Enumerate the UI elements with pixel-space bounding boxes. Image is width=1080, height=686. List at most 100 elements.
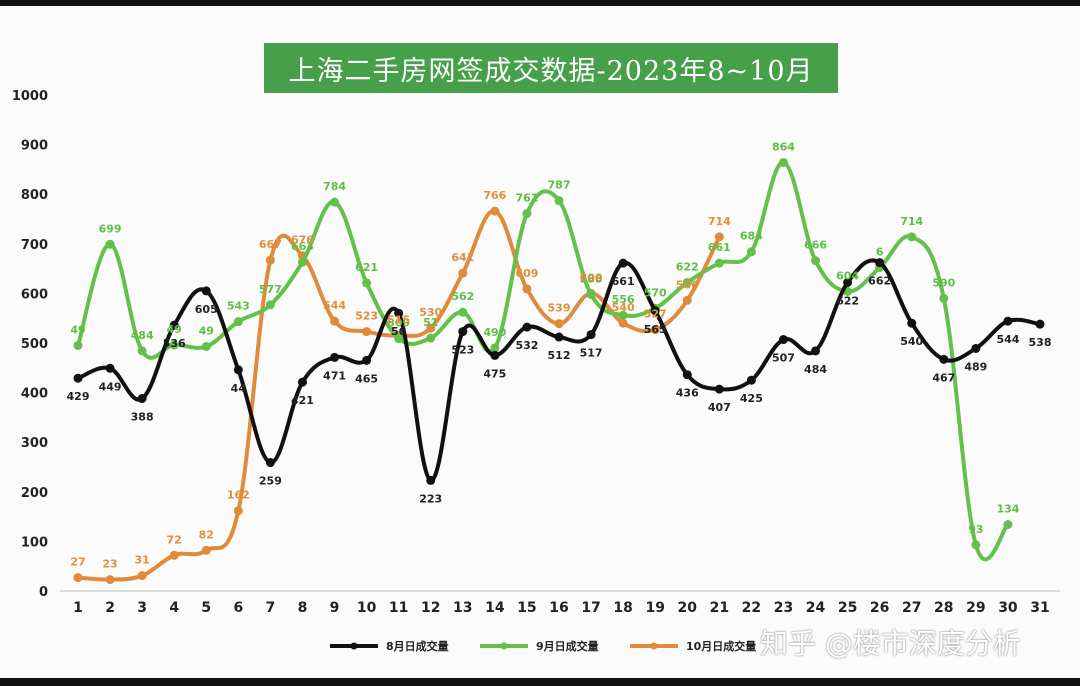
data-point [73, 340, 83, 350]
data-label: 507 [772, 352, 795, 365]
legend-marker [500, 642, 508, 650]
data-point [1003, 520, 1013, 530]
data-label: 864 [772, 140, 795, 153]
data-point [330, 316, 340, 326]
data-label: 484 [804, 363, 827, 376]
legend-marker [350, 642, 358, 650]
data-point [586, 330, 596, 340]
data-point [330, 197, 340, 207]
data-point [362, 355, 372, 365]
data-label: 56 [391, 325, 407, 338]
data-point [714, 258, 724, 268]
data-point [426, 475, 436, 485]
data-label: 223 [419, 492, 442, 505]
data-label: 467 [932, 371, 955, 384]
data-point [1003, 316, 1013, 326]
data-label: 562 [451, 290, 474, 303]
data-label: 622 [836, 294, 859, 307]
data-label: 523 [451, 344, 474, 357]
data-label: 490 [483, 326, 506, 339]
data-label: 49 [199, 324, 214, 337]
data-label: 699 [99, 222, 122, 235]
data-point [650, 306, 660, 316]
data-point [907, 232, 917, 242]
x-tick-label: 20 [678, 600, 698, 616]
data-point [714, 384, 724, 394]
watermark-text: 知乎 @楼市深度分析 [760, 627, 1021, 660]
data-label: 609 [515, 267, 538, 280]
data-label: 544 [996, 333, 1019, 346]
data-label: 538 [1029, 336, 1052, 349]
x-tick-label: 21 [710, 600, 729, 616]
data-label: 27 [70, 556, 85, 569]
data-label: 663 [291, 240, 314, 253]
data-label: 72 [167, 533, 182, 546]
data-point [554, 332, 564, 342]
data-point [971, 343, 981, 353]
y-tick-label: 400 [21, 387, 48, 402]
data-label: 407 [708, 401, 731, 414]
x-tick-label: 15 [517, 600, 536, 616]
data-label: 588 [580, 272, 603, 285]
data-label: 661 [612, 275, 635, 288]
data-label: 449 [99, 380, 122, 393]
title-banner: 上海二手房网签成交数据-2023年8~10月 [264, 43, 838, 93]
x-tick-label: 28 [934, 600, 953, 616]
data-label: 512 [548, 349, 571, 362]
y-tick-label: 300 [21, 436, 48, 451]
data-label: 134 [996, 503, 1019, 516]
data-point [265, 300, 275, 310]
data-label: 471 [323, 369, 346, 382]
x-tick-label: 23 [774, 600, 793, 616]
data-point [458, 327, 468, 337]
data-point [73, 573, 83, 583]
data-label: 536 [163, 337, 186, 350]
x-tick-label: 2 [105, 600, 115, 616]
data-label: 527 [644, 308, 667, 321]
data-point [201, 286, 211, 296]
data-point [650, 325, 660, 335]
data-point [746, 247, 756, 257]
x-tick-label: 26 [870, 600, 889, 616]
data-point [490, 350, 500, 360]
x-tick-label: 25 [838, 600, 857, 616]
y-tick-label: 200 [21, 486, 48, 501]
data-label: 676 [291, 234, 314, 247]
data-point [233, 506, 243, 516]
top-border [0, 0, 1080, 6]
x-tick-label: 12 [421, 600, 440, 616]
data-point [682, 295, 692, 305]
data-label: 23 [102, 558, 117, 571]
y-tick-label: 900 [21, 139, 48, 154]
data-label: 662 [868, 275, 891, 288]
x-tick-label: 8 [298, 600, 308, 616]
x-tick-label: 18 [613, 600, 632, 616]
data-label: 475 [483, 367, 506, 380]
data-label: 761 [515, 192, 538, 205]
x-tick-label: 17 [581, 600, 600, 616]
data-point [458, 268, 468, 278]
data-label: 556 [612, 293, 635, 306]
y-tick-label: 700 [21, 238, 48, 253]
x-tick-label: 24 [806, 600, 826, 616]
x-tick-label: 19 [645, 600, 664, 616]
data-point [490, 206, 500, 216]
x-tick-label: 14 [485, 600, 505, 616]
series-line [76, 160, 1010, 562]
data-label: 93 [968, 523, 983, 536]
data-label: 539 [548, 302, 571, 315]
x-tick-label: 4 [169, 600, 179, 616]
legend-label: 9月日成交量 [536, 639, 599, 653]
x-tick-label: 11 [389, 600, 408, 616]
data-label: 684 [740, 230, 763, 243]
data-label: 784 [323, 180, 346, 193]
data-label: 532 [515, 339, 538, 352]
data-point [201, 545, 211, 555]
data-label: 661 [708, 241, 731, 254]
data-label: 523 [355, 310, 378, 323]
data-point [618, 310, 628, 320]
data-label: 604 [836, 269, 859, 282]
data-point [554, 319, 564, 329]
data-label: 82 [199, 528, 214, 541]
